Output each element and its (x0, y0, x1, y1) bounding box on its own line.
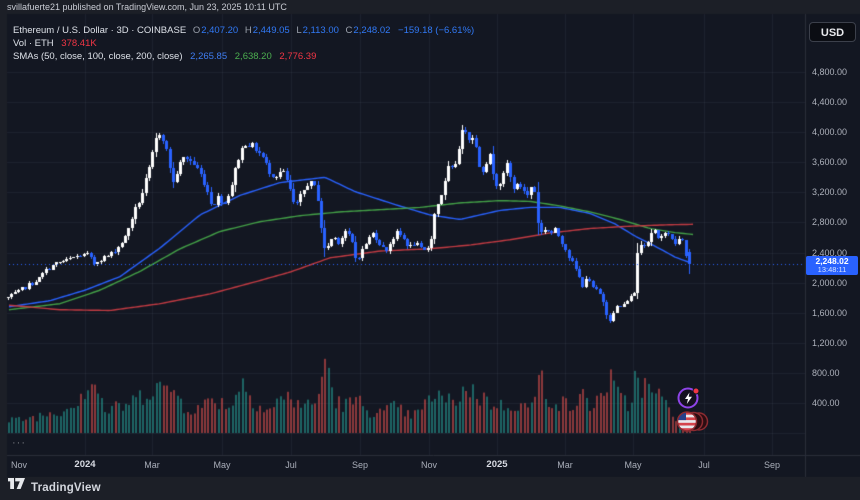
price-tick-label: 4,000.00 (812, 127, 848, 138)
time-tick-label: May (624, 460, 642, 470)
time-tick-label: Mar (144, 460, 160, 470)
low-value: 2,113.00 (302, 25, 339, 36)
price-tick-label: 4,800.00 (812, 67, 848, 77)
volume-value: 378.41K (61, 38, 97, 49)
current-price-label: 2,248.02 13:48:11 (806, 255, 858, 275)
volume-label: Vol · ETH (13, 38, 54, 49)
sma-legend: SMAs (50, close, 100, close, 200, close)… (13, 50, 474, 63)
price-tick-label: 3,200.00 (812, 187, 848, 198)
chart-legend: Ethereum / U.S. Dollar · 3D · COINBASE O… (13, 24, 474, 63)
symbol-title: Ethereum / U.S. Dollar · 3D · COINBASE (13, 25, 187, 36)
time-tick-label: 2024 (74, 459, 96, 470)
price-tick-label: 1,600.00 (812, 307, 848, 318)
price-tick-label: 1,200.00 (812, 337, 848, 348)
price-tick-label: 4,400.00 (812, 97, 848, 108)
volume-legend: Vol · ETH 378.41K (13, 37, 474, 50)
high-value: 2,449.05 (252, 25, 290, 36)
time-tick-label: Sep (763, 460, 781, 470)
footer-bar: TradingView (0, 477, 860, 500)
sma200-value: 2,776.39 (279, 51, 317, 62)
us-flag-events-icon[interactable] (676, 410, 710, 438)
time-tick-label: Nov (10, 460, 28, 470)
price-tick-label: 2,800.00 (812, 217, 848, 228)
close-value: 2,248.02 (353, 25, 391, 36)
time-tick-label: Sep (351, 460, 369, 470)
time-tick-label: Mar (557, 460, 573, 470)
sma-label: SMAs (50, close, 100, close, 200, close) (13, 51, 183, 62)
lightning-event-icon[interactable] (676, 385, 702, 416)
price-tick-label: 2,000.00 (812, 277, 848, 288)
symbol-legend: Ethereum / U.S. Dollar · 3D · COINBASE O… (13, 25, 475, 36)
more-options-icon[interactable]: ··· (12, 437, 26, 449)
brand-name[interactable]: TradingView (31, 482, 101, 494)
current-price-value: 2,248.02 (815, 255, 849, 266)
time-axis[interactable] (7, 456, 805, 477)
tradingview-logo-icon[interactable] (8, 475, 25, 498)
price-tick-label: 2,400.00 (812, 247, 848, 258)
time-tick-label: 2025 (486, 459, 508, 470)
bar-countdown: 13:48:11 (817, 264, 847, 274)
open-value: 2,407.20 (201, 25, 239, 36)
price-tick-label: 3,600.00 (812, 157, 848, 168)
time-tick-label: Nov (420, 460, 438, 470)
currency-toggle-button[interactable]: USD (809, 22, 856, 42)
sma50-value: 2,265.85 (190, 51, 228, 62)
price-tick-label: 400.00 (812, 398, 840, 408)
time-tick-label: May (213, 460, 231, 470)
time-tick-label: Jul (698, 460, 710, 470)
price-axis[interactable] (806, 14, 860, 455)
price-tick-label: 800.00 (812, 367, 840, 378)
change-value: −159.18 (−6.61%) (398, 25, 475, 36)
time-tick-label: Jul (285, 460, 297, 470)
sma100-value: 2,638.20 (234, 51, 272, 62)
